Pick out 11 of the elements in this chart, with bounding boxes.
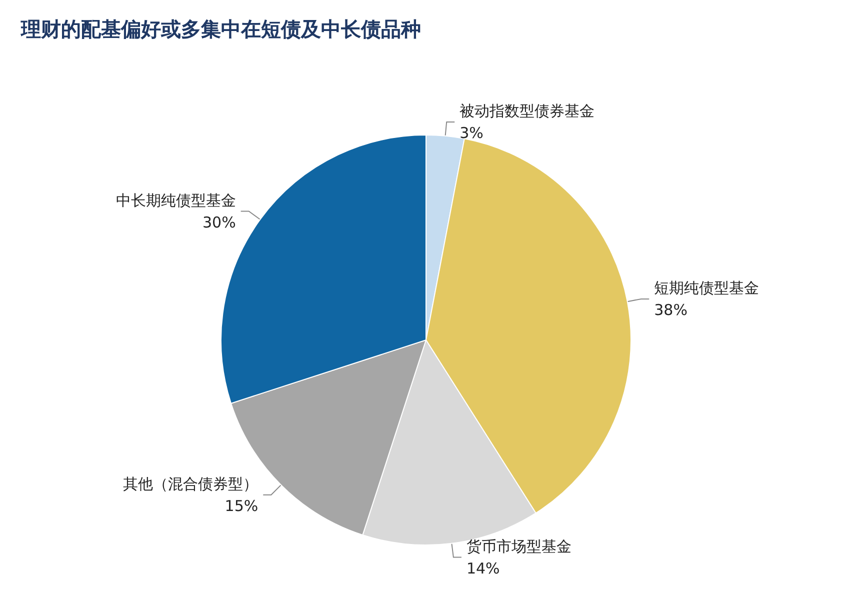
slice-label: 其他（混合债券型） <box>123 474 258 493</box>
data-label: 30% <box>202 213 236 232</box>
chart-title: 理财的配基偏好或多集中在短债及中长债品种 <box>20 17 421 41</box>
slice-label: 短期纯债型基金 <box>654 278 760 297</box>
data-label: 14% <box>466 559 500 578</box>
data-label: 15% <box>224 496 258 515</box>
data-label: 38% <box>654 300 688 319</box>
slice-label: 中长期纯债型基金 <box>116 191 236 210</box>
slice-label: 被动指数型债券基金 <box>460 102 595 120</box>
data-label: 3% <box>460 124 484 142</box>
slice-label: 货币市场型基金 <box>466 537 572 556</box>
